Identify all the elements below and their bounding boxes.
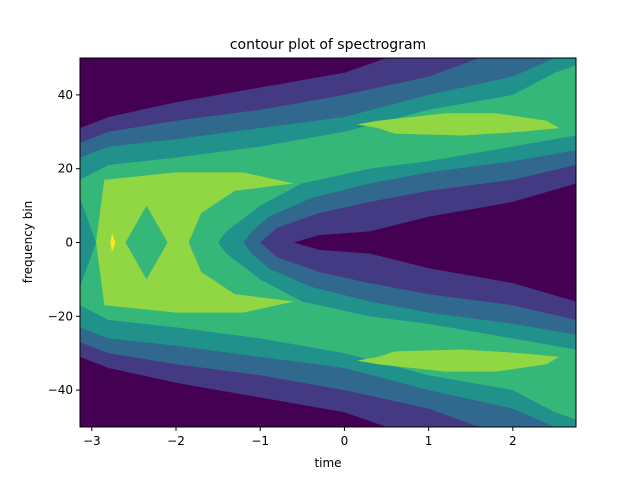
y-axis-ticks: −40 −20 0 20 40 <box>48 88 80 397</box>
x-axis-label: time <box>314 456 341 470</box>
x-tick-label: 0 <box>341 434 349 448</box>
x-tick-label: −1 <box>251 434 269 448</box>
contour-region-9 <box>357 113 560 136</box>
contour-fill-group <box>80 58 576 427</box>
x-tick-label: −2 <box>167 434 185 448</box>
contour-region-10 <box>357 349 560 372</box>
contour-region-7 <box>125 205 168 280</box>
contour-region-14 <box>293 183 576 302</box>
y-tick-label: −20 <box>48 309 73 323</box>
y-tick-label: −40 <box>48 383 73 397</box>
x-tick-label: 1 <box>425 434 433 448</box>
contour-region-8 <box>110 233 116 252</box>
chart-title: contour plot of spectrogram <box>230 37 426 53</box>
x-tick-label: −3 <box>83 434 101 448</box>
contour-region-4 <box>80 65 576 420</box>
y-tick-label: 20 <box>58 162 73 176</box>
y-tick-label: 0 <box>65 236 73 250</box>
contour-region-5 <box>80 198 96 287</box>
y-tick-label: 40 <box>58 88 73 102</box>
y-axis-label: frequency bin <box>21 201 35 284</box>
x-axis-ticks: −3 −2 −1 0 1 2 <box>83 427 517 448</box>
x-tick-label: 2 <box>509 434 517 448</box>
